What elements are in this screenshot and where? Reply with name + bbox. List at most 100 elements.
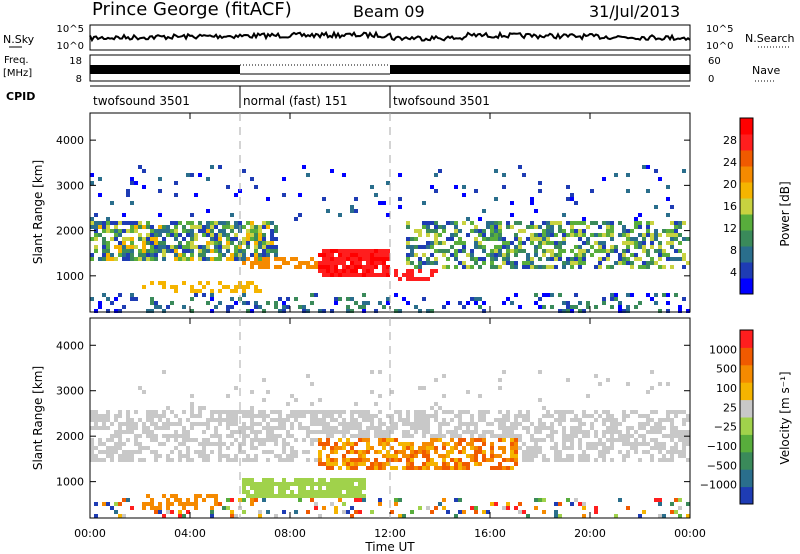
- heatmap-cell: [450, 233, 454, 237]
- heatmap-cell: [226, 458, 230, 462]
- heatmap-cell: [450, 446, 454, 450]
- heatmap-cell: [510, 442, 514, 446]
- heatmap-cell: [418, 422, 422, 426]
- heatmap-cell: [126, 426, 130, 430]
- heatmap-cell: [106, 249, 110, 253]
- heatmap-cell: [566, 305, 570, 309]
- heatmap-cell: [150, 418, 154, 422]
- heatmap-cell: [470, 446, 474, 450]
- heatmap-cell: [458, 438, 462, 442]
- heatmap-cell: [330, 273, 334, 277]
- heatmap-cell: [326, 442, 330, 446]
- heatmap-cell: [666, 410, 670, 414]
- heatmap-cell: [442, 374, 446, 378]
- heatmap-cell: [350, 486, 354, 490]
- heatmap-cell: [522, 173, 526, 177]
- station-title: Prince George (fitACF): [92, 0, 292, 20]
- heatmap-cell: [422, 201, 426, 205]
- heatmap-cell: [270, 486, 274, 490]
- heatmap-cell: [478, 410, 482, 414]
- heatmap-cell: [114, 442, 118, 446]
- heatmap-cell: [194, 289, 198, 293]
- heatmap-cell: [658, 241, 662, 245]
- heatmap-cell: [354, 498, 358, 502]
- heatmap-cell: [366, 446, 370, 450]
- heatmap-cell: [366, 414, 370, 418]
- heatmap-cell: [210, 289, 214, 293]
- heatmap-cell: [558, 410, 562, 414]
- heatmap-cell: [618, 438, 622, 442]
- colorbar-swatch: [740, 214, 753, 231]
- heatmap-cell: [486, 430, 490, 434]
- heatmap-cell: [334, 297, 338, 301]
- heatmap-cell: [618, 257, 622, 261]
- heatmap-cell: [526, 265, 530, 269]
- heatmap-cell: [122, 498, 126, 502]
- heatmap-cell: [402, 418, 406, 422]
- heatmap-cell: [282, 486, 286, 490]
- heatmap-cell: [310, 414, 314, 418]
- heatmap-cell: [662, 514, 666, 518]
- heatmap-cell: [350, 514, 354, 518]
- heatmap-cell: [462, 221, 466, 225]
- heatmap-cell: [450, 245, 454, 249]
- heatmap-cell: [402, 466, 406, 470]
- heatmap-cell: [378, 450, 382, 454]
- heatmap-cell: [534, 253, 538, 257]
- heatmap-cell: [414, 245, 418, 249]
- heatmap-cell: [166, 245, 170, 249]
- heatmap-cell: [322, 261, 326, 265]
- heatmap-cell: [554, 502, 558, 506]
- heatmap-cell: [410, 245, 414, 249]
- heatmap-cell: [326, 257, 330, 261]
- heatmap-cell: [422, 454, 426, 458]
- heatmap-cell: [470, 221, 474, 225]
- heatmap-cell: [286, 454, 290, 458]
- heatmap-cell: [194, 438, 198, 442]
- heatmap-cell: [350, 506, 354, 510]
- heatmap-cell: [258, 490, 262, 494]
- heatmap-cell: [214, 418, 218, 422]
- heatmap-cell: [386, 414, 390, 418]
- heatmap-cell: [126, 221, 130, 225]
- heatmap-cell: [230, 418, 234, 422]
- heatmap-cell: [262, 249, 266, 253]
- heatmap-cell: [370, 466, 374, 470]
- heatmap-cell: [278, 265, 282, 269]
- heatmap-cell: [342, 273, 346, 277]
- heatmap-cell: [398, 410, 402, 414]
- heatmap-cell: [666, 414, 670, 418]
- heatmap-cell: [374, 249, 378, 253]
- heatmap-cell: [610, 297, 614, 301]
- heatmap-cell: [654, 438, 658, 442]
- heatmap-cell: [530, 458, 534, 462]
- heatmap-cell: [242, 498, 246, 502]
- heatmap-cell: [166, 498, 170, 502]
- heatmap-cell: [110, 446, 114, 450]
- heatmap-cell: [350, 478, 354, 482]
- heatmap-cell: [294, 450, 298, 454]
- heatmap-cell: [226, 506, 230, 510]
- heatmap-cell: [562, 241, 566, 245]
- heatmap-cell: [366, 418, 370, 422]
- heatmap-cell: [358, 265, 362, 269]
- heatmap-cell: [202, 249, 206, 253]
- heatmap-cell: [498, 462, 502, 466]
- heatmap-cell: [154, 237, 158, 241]
- heatmap-cell: [218, 438, 222, 442]
- heatmap-cell: [570, 434, 574, 438]
- heatmap-cell: [162, 434, 166, 438]
- heatmap-cell: [578, 253, 582, 257]
- heatmap-cell: [274, 494, 278, 498]
- time-xaxis: 00:00 04:00 08:00 12:00 16:00 20:00 00:00: [74, 113, 706, 540]
- heatmap-cell: [610, 442, 614, 446]
- heatmap-cell: [570, 305, 574, 309]
- heatmap-cell: [542, 221, 546, 225]
- heatmap-cell: [418, 233, 422, 237]
- heatmap-cell: [674, 446, 678, 450]
- heatmap-cell: [346, 305, 350, 309]
- heatmap-cell: [250, 253, 254, 257]
- heatmap-cell: [542, 293, 546, 297]
- heatmap-cell: [494, 233, 498, 237]
- heatmap-cell: [350, 418, 354, 422]
